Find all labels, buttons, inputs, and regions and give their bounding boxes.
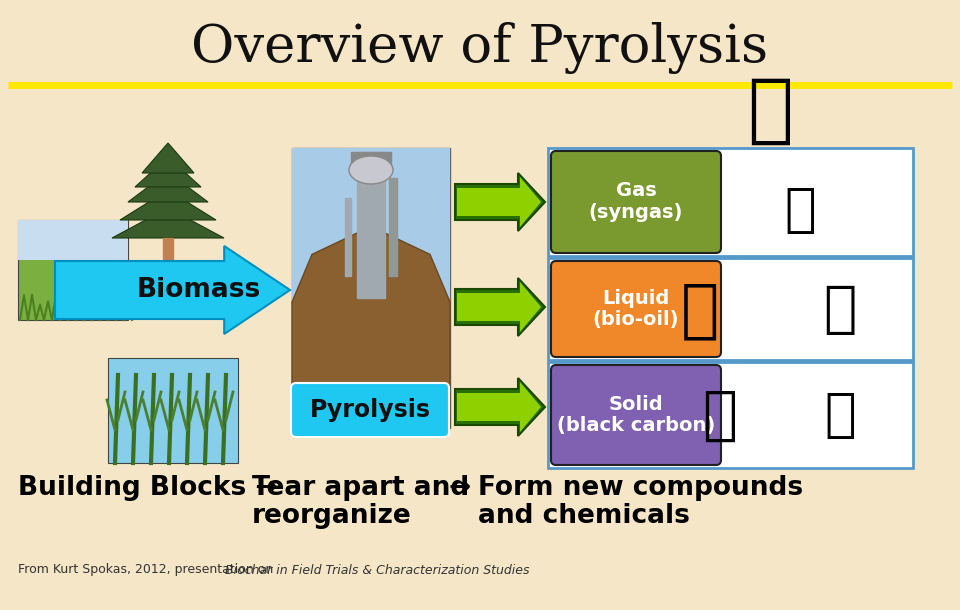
Text: Building Blocks →: Building Blocks →: [18, 475, 277, 501]
Text: Tear apart and: Tear apart and: [252, 475, 469, 501]
Bar: [163, 238, 173, 260]
FancyBboxPatch shape: [108, 358, 238, 463]
Polygon shape: [135, 157, 201, 187]
Text: Gas
(syngas): Gas (syngas): [588, 182, 684, 223]
FancyBboxPatch shape: [292, 148, 450, 428]
Polygon shape: [146, 190, 190, 211]
FancyBboxPatch shape: [551, 151, 721, 253]
Polygon shape: [457, 177, 541, 227]
FancyBboxPatch shape: [548, 148, 913, 256]
Polygon shape: [142, 143, 194, 173]
Polygon shape: [128, 172, 208, 202]
Text: From Kurt Spokas, 2012, presentation on: From Kurt Spokas, 2012, presentation on: [18, 564, 277, 576]
FancyBboxPatch shape: [292, 148, 450, 302]
Bar: [357, 152, 385, 298]
Text: 🧪: 🧪: [824, 283, 856, 337]
FancyBboxPatch shape: [18, 220, 128, 320]
Text: reorganize: reorganize: [252, 503, 412, 529]
FancyBboxPatch shape: [18, 220, 128, 260]
Text: Pyrolysis: Pyrolysis: [309, 398, 430, 422]
Text: Form new compounds: Form new compounds: [478, 475, 804, 501]
Polygon shape: [455, 378, 545, 436]
Bar: [351, 152, 391, 170]
FancyBboxPatch shape: [551, 365, 721, 465]
Bar: [389, 178, 397, 276]
Polygon shape: [292, 226, 450, 428]
Text: and chemicals: and chemicals: [478, 503, 690, 529]
Polygon shape: [136, 187, 200, 215]
FancyBboxPatch shape: [548, 258, 913, 360]
Polygon shape: [455, 278, 545, 336]
Text: Biomass: Biomass: [136, 277, 260, 303]
Text: →: →: [448, 475, 470, 501]
Polygon shape: [455, 173, 545, 231]
Text: 🔥: 🔥: [747, 74, 793, 148]
Text: Overview of Pyrolysis: Overview of Pyrolysis: [191, 22, 769, 74]
Polygon shape: [457, 382, 541, 432]
Polygon shape: [120, 190, 216, 220]
Text: Solid
(black carbon): Solid (black carbon): [557, 395, 715, 436]
Polygon shape: [143, 175, 193, 230]
Polygon shape: [112, 208, 224, 238]
Bar: [345, 198, 351, 276]
FancyBboxPatch shape: [548, 362, 913, 468]
Text: Liquid
(bio-oil): Liquid (bio-oil): [592, 289, 680, 329]
Text: 🚛: 🚛: [681, 279, 719, 341]
FancyBboxPatch shape: [551, 261, 721, 357]
Text: 🪨: 🪨: [703, 387, 737, 443]
Text: Biochar in Field Trials & Characterization Studies: Biochar in Field Trials & Characterizati…: [226, 564, 530, 576]
Polygon shape: [151, 178, 185, 223]
FancyBboxPatch shape: [291, 383, 449, 437]
Polygon shape: [55, 246, 290, 334]
Text: 🔩: 🔩: [784, 184, 816, 236]
Polygon shape: [141, 199, 195, 200]
Text: 🫙: 🫙: [825, 389, 855, 441]
Polygon shape: [457, 282, 541, 332]
Ellipse shape: [349, 156, 393, 184]
